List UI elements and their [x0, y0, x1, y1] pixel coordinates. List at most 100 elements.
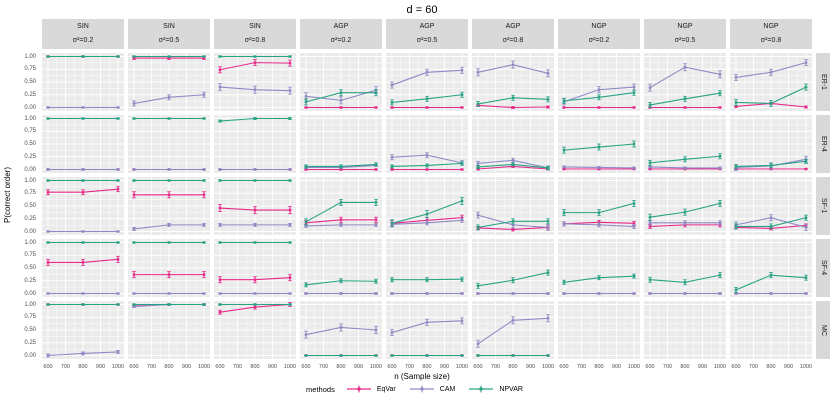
- x-tick-label: 900: [181, 364, 192, 370]
- x-tick-label: 700: [404, 364, 415, 370]
- x-tick-label: 700: [662, 364, 673, 370]
- facet-row-strip: MC: [816, 301, 830, 359]
- x-axis-ticks: 600 700 800 900 1000: [42, 363, 124, 372]
- y-tick-label: 0.75: [24, 128, 36, 135]
- x-tick-label: 600: [473, 364, 483, 370]
- facet-panel: [644, 301, 726, 359]
- y-axis-ticks: 1.00 0.75 0.50 0.25 0.00: [12, 239, 38, 297]
- facet-panel: [300, 53, 382, 111]
- y-tick-label: 0.00: [24, 166, 36, 173]
- legend-item-label: CAM: [439, 385, 456, 393]
- y-tick-label: 1.00: [24, 301, 36, 308]
- x-tick-label: 600: [387, 364, 397, 370]
- legend-title: methods: [306, 384, 335, 394]
- facet-row-strip: SF-4: [816, 239, 830, 297]
- y-axis-title-text: P(correct order): [3, 167, 12, 224]
- x-axis-ticks: 600 700 800 900 1000: [558, 363, 640, 372]
- figure-root: d = 60 P(correct order) SIN σ²=0.2 SIN σ²=0…: [3, 4, 830, 394]
- facet-panel: [42, 239, 124, 297]
- y-tick-label: 0.25: [24, 277, 36, 284]
- facet-panel: [214, 177, 296, 235]
- y-tick-label: 0.25: [24, 215, 36, 222]
- facet-column-strip: SIN σ²=0.8: [214, 19, 296, 49]
- facet-panel: [386, 301, 468, 359]
- x-tick-label: 600: [731, 364, 741, 370]
- legend-items: EqVar CAM NPVAR: [345, 384, 523, 394]
- y-tick-label: 0.50: [24, 79, 36, 85]
- x-tick-label: 700: [490, 364, 501, 370]
- x-tick-label: 600: [43, 364, 53, 370]
- x-tick-label: 900: [611, 364, 622, 370]
- facet-row-label: ER-4: [820, 136, 827, 152]
- facet-column-group-label: AGP: [333, 23, 349, 30]
- facet-column-strip: SIN σ²=0.5: [128, 19, 210, 49]
- x-tick-label: 900: [697, 364, 708, 370]
- y-tick-label: 1.00: [24, 177, 36, 184]
- facet-panel: [214, 301, 296, 359]
- facet-panel: [386, 53, 468, 111]
- x-tick-label: 700: [232, 364, 243, 370]
- facet-row-label: SF-4: [820, 260, 827, 276]
- facet-column-group-label: NGP: [763, 23, 779, 30]
- x-tick-label: 600: [129, 364, 139, 370]
- facet-panel: [730, 177, 812, 235]
- x-axis-ticks: 600 700 800 900 1000: [128, 363, 210, 372]
- x-tick-label: 800: [336, 364, 346, 370]
- facet-row-strip: SF-1: [816, 177, 830, 235]
- legend-item-label: NPVAR: [499, 385, 523, 393]
- facet-panel: [300, 177, 382, 235]
- x-tick-label: 1000: [541, 364, 555, 370]
- y-axis-ticks: 1.00 0.75 0.50 0.25 0.00: [12, 115, 38, 173]
- x-tick-label: 800: [164, 364, 174, 370]
- x-axis-ticks: 600 700 800 900 1000: [386, 363, 468, 372]
- y-tick-label: 0.00: [24, 290, 36, 297]
- facet-panel: [558, 177, 640, 235]
- facet-column-sigma-label: σ²=0.2: [72, 37, 94, 44]
- facet-column-sigma-label: σ²=0.5: [674, 37, 696, 44]
- facet-panel: [730, 53, 812, 111]
- x-tick-label: 1000: [713, 364, 727, 370]
- y-tick-label: 0.75: [24, 314, 36, 321]
- facet-panel: [730, 239, 812, 297]
- x-tick-label: 1000: [799, 364, 813, 370]
- facet-panel: [42, 115, 124, 173]
- x-axis-ticks: 600 700 800 900 1000: [300, 363, 382, 372]
- y-tick-label: 0.50: [24, 265, 36, 271]
- facet-row-strip: ER-4: [816, 115, 830, 173]
- figure-title: d = 60: [406, 4, 438, 16]
- facet-column-group-label: NGP: [591, 23, 607, 30]
- facet-column-sigma-label: σ²=0.8: [502, 37, 524, 44]
- facet-panel: [300, 301, 382, 359]
- x-axis-ticks: 600 700 800 900 1000: [472, 363, 554, 372]
- legend-key-eqvar-icon: [346, 385, 371, 393]
- x-tick-label: 600: [645, 364, 655, 370]
- facet-row-strip: ER-1: [816, 53, 830, 111]
- facet-panel: [128, 115, 210, 173]
- x-tick-label: 700: [748, 364, 759, 370]
- facet-column-sigma-label: σ²=0.2: [330, 37, 352, 44]
- facet-column-group-label: NGP: [677, 23, 693, 30]
- x-tick-label: 700: [576, 364, 587, 370]
- facet-column-sigma-label: σ²=0.2: [588, 37, 610, 44]
- facet-panel: [730, 301, 812, 359]
- y-tick-label: 0.25: [24, 339, 36, 346]
- facet-column-strip: NGP σ²=0.5: [644, 19, 726, 49]
- facet-panel: [128, 53, 210, 111]
- facet-panel: [42, 301, 124, 359]
- facet-column-sigma-label: σ²=0.8: [244, 37, 266, 44]
- x-tick-label: 600: [215, 364, 225, 370]
- y-axis-ticks: 1.00 0.75 0.50 0.25 0.00: [12, 301, 38, 359]
- y-tick-label: 0.00: [24, 104, 36, 111]
- facet-panel: [472, 53, 554, 111]
- facet-column-group-label: AGP: [505, 23, 521, 30]
- x-tick-label: 900: [525, 364, 536, 370]
- y-tick-label: 0.50: [24, 141, 36, 147]
- facet-column-strip: SIN σ²=0.2: [42, 19, 124, 49]
- facet-panel: [558, 239, 640, 297]
- y-tick-label: 0.75: [24, 66, 36, 73]
- x-tick-label: 600: [301, 364, 311, 370]
- x-tick-label: 900: [95, 364, 106, 370]
- facet-row-label: SF-1: [820, 198, 827, 214]
- y-axis-ticks: 1.00 0.75 0.50 0.25 0.00: [12, 53, 38, 111]
- x-tick-label: 1000: [369, 364, 383, 370]
